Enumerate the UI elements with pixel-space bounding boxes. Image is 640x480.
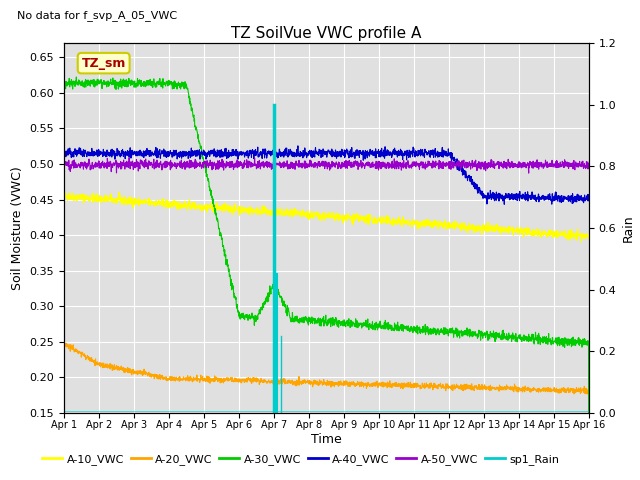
X-axis label: Time: Time <box>311 433 342 446</box>
Text: TZ_sm: TZ_sm <box>81 57 126 70</box>
Legend: A-10_VWC, A-20_VWC, A-30_VWC, A-40_VWC, A-50_VWC, sp1_Rain: A-10_VWC, A-20_VWC, A-30_VWC, A-40_VWC, … <box>38 450 564 469</box>
Title: TZ SoilVue VWC profile A: TZ SoilVue VWC profile A <box>231 25 422 41</box>
Text: No data for f_svp_A_05_VWC: No data for f_svp_A_05_VWC <box>17 10 177 21</box>
Y-axis label: Rain: Rain <box>622 214 635 242</box>
Y-axis label: Soil Moisture (VWC): Soil Moisture (VWC) <box>11 166 24 290</box>
